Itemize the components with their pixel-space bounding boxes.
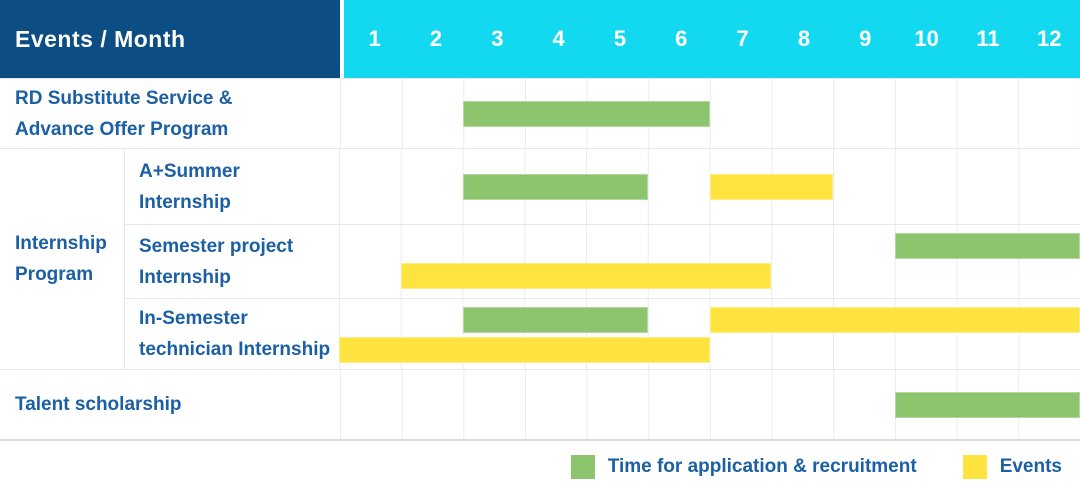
month-label: 4 <box>552 26 565 51</box>
gantt-bar-green <box>463 100 710 127</box>
gantt-track-talent-scholarship <box>340 370 1080 439</box>
table-row-rd-substitute: RD Substitute Service & Advance Offer Pr… <box>0 78 1080 148</box>
group-label-line: Program <box>15 264 94 285</box>
events-month-header: Events / Month <box>0 0 340 78</box>
table-row-a-summer: A+Summer Internship <box>125 149 1080 224</box>
gantt-bar-yellow <box>709 307 1080 333</box>
month-label: 12 <box>1037 26 1062 51</box>
row-label-in-semester-technician: In-Semester technician Internship <box>125 299 339 369</box>
month-label: 3 <box>491 26 504 51</box>
table-row-semester-project: Semester project Internship <box>125 224 1080 298</box>
gantt-bar-yellow <box>400 263 772 289</box>
row-label-a-summer: A+Summer Internship <box>125 149 339 224</box>
month-label: 11 <box>976 26 1000 51</box>
gantt-track-rd-substitute <box>340 79 1080 148</box>
row-label-semester-project: Semester project Internship <box>125 225 339 298</box>
row-label-line: A+Summer <box>139 160 240 182</box>
group-label-internship-program: Internship Program <box>0 149 125 369</box>
legend: Time for application & recruitment Event… <box>0 441 1080 493</box>
row-label-line: Advance Offer Program <box>15 118 229 140</box>
gantt-bar-green <box>894 233 1080 259</box>
gantt-bar-yellow <box>709 173 833 200</box>
month-label: 9 <box>859 26 872 51</box>
row-label-line: Semester project <box>139 235 294 257</box>
row-label-line: Internship <box>139 191 231 213</box>
gantt-bar-green <box>895 391 1080 418</box>
row-label-line: In-Semester <box>139 308 248 329</box>
table-row-in-semester-technician: In-Semester technician Internship <box>125 298 1080 369</box>
row-label-talent-scholarship: Talent scholarship <box>0 370 340 439</box>
gantt-bar-green <box>462 173 648 200</box>
legend-label: Time for application & recruitment <box>607 456 917 477</box>
month-label: 10 <box>914 26 939 51</box>
table-header-row: Events / Month 1 2 3 4 5 6 7 8 9 10 11 12 <box>0 0 1080 78</box>
group-label-line: Internship <box>15 233 107 254</box>
yellow-swatch-icon <box>962 455 987 479</box>
green-swatch-icon <box>570 455 595 479</box>
month-axis: 1 2 3 4 5 6 7 8 9 10 11 12 <box>344 0 1080 78</box>
month-label: 8 <box>797 26 811 51</box>
month-label: 5 <box>613 26 627 51</box>
legend-item-events: Events <box>962 455 1062 479</box>
legend-label: Events <box>999 456 1062 477</box>
month-label: 2 <box>429 26 443 51</box>
month-label: 6 <box>675 26 688 51</box>
legend-item-application-recruitment: Time for application & recruitment <box>570 455 917 479</box>
gantt-track-a-summer <box>339 149 1080 224</box>
gantt-track-in-semester-technician <box>339 299 1080 369</box>
gantt-track-semester-project <box>339 225 1080 298</box>
table-row-talent-scholarship: Talent scholarship <box>0 369 1080 441</box>
row-label-line: technician Internship <box>139 339 331 360</box>
internship-subrows: A+Summer Internship Semester project Int… <box>125 149 1080 369</box>
internship-program-group: Internship Program A+Summer Internship S… <box>0 148 1080 369</box>
gantt-bar-yellow <box>339 337 710 363</box>
row-label-line: RD Substitute Service & <box>15 87 233 109</box>
row-label-rd-substitute: RD Substitute Service & Advance Offer Pr… <box>0 79 340 148</box>
gantt-bar-green <box>462 307 648 333</box>
month-label: 1 <box>368 26 381 51</box>
row-label-line: Internship <box>139 266 231 288</box>
month-label: 7 <box>736 26 749 51</box>
row-label-line: Talent scholarship <box>15 394 182 415</box>
